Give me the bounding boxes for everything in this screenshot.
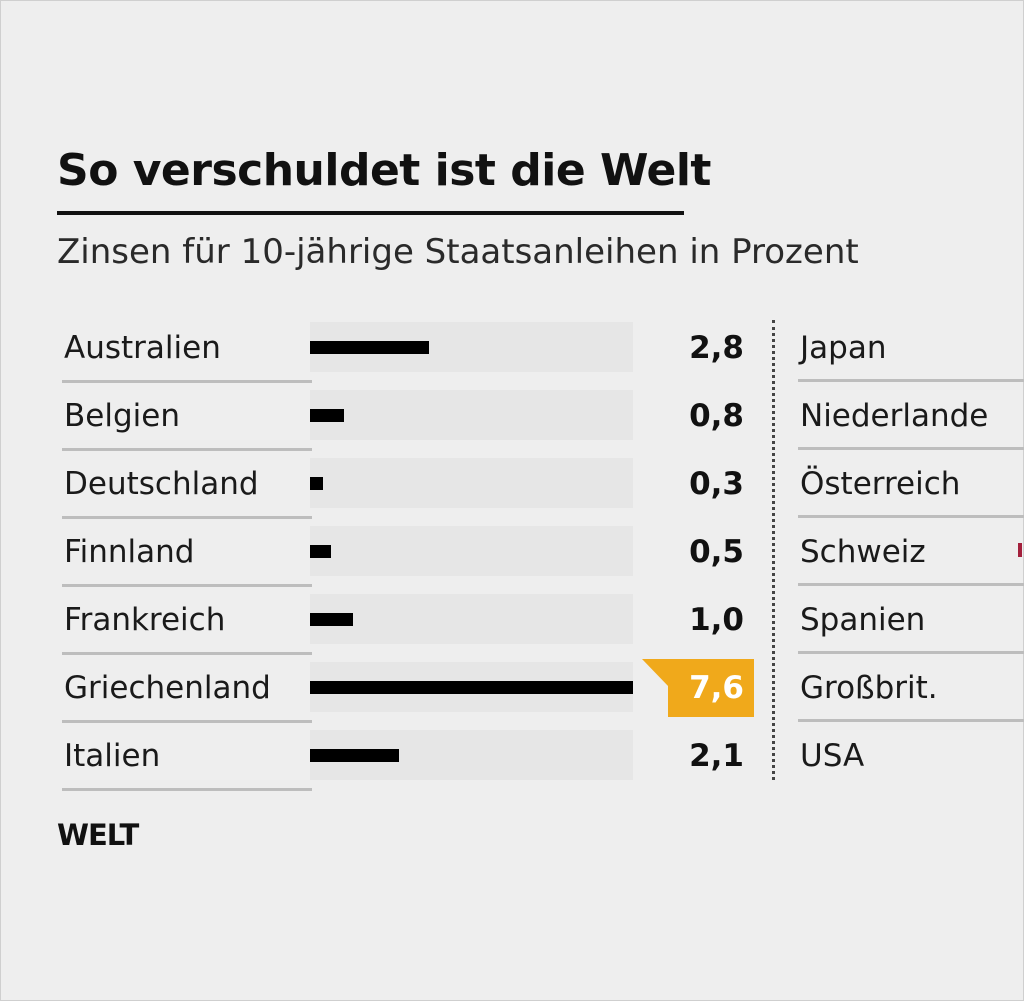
bar	[310, 681, 633, 694]
country-label: Niederlande	[800, 398, 989, 434]
row-divider	[62, 516, 312, 519]
country-label: Finnland	[64, 534, 195, 570]
row-divider	[798, 447, 1024, 450]
table-row: Australien 2,8	[0, 322, 760, 390]
title-underline	[57, 211, 684, 215]
table-row: Frankreich 1,0	[0, 594, 760, 662]
row-divider	[798, 583, 1024, 586]
bar-track	[310, 322, 633, 372]
country-label: Spanien	[800, 602, 926, 638]
bar-track	[310, 526, 633, 576]
row-divider	[62, 720, 312, 723]
country-label: Frankreich	[64, 602, 226, 638]
country-label: Belgien	[64, 398, 180, 434]
bar-track	[310, 662, 633, 712]
row-divider	[62, 448, 312, 451]
bar	[310, 613, 353, 626]
table-row: Griechenland 7,6	[0, 659, 760, 730]
table-row: Finnland 0,5	[0, 526, 760, 594]
value-label: 1,0	[689, 602, 744, 638]
value-label: 7,6	[689, 670, 744, 706]
country-label: Deutschland	[64, 466, 259, 502]
country-label: USA	[800, 738, 865, 774]
country-label: Italien	[64, 738, 161, 774]
table-row: Italien 2,1	[0, 730, 760, 798]
chart-title: So verschuldet ist die Welt	[57, 145, 711, 196]
row-divider	[62, 652, 312, 655]
bar	[310, 477, 323, 490]
bar-track	[310, 458, 633, 508]
value-label: 0,5	[689, 534, 744, 570]
row-divider	[62, 584, 312, 587]
row-divider	[798, 651, 1024, 654]
country-label: Schweiz	[800, 534, 926, 570]
highlight-badge	[668, 659, 754, 717]
value-label: 0,8	[689, 398, 744, 434]
row-divider	[798, 515, 1024, 518]
country-label: Japan	[800, 330, 887, 366]
bar-track	[310, 730, 633, 780]
country-label: Großbrit.	[800, 670, 938, 706]
country-label: Griechenland	[64, 670, 271, 706]
welt-logo: WELT	[57, 818, 139, 852]
table-row: Deutschland 0,3	[0, 458, 760, 526]
bar	[310, 749, 400, 762]
row-divider	[62, 788, 312, 791]
table-row: Belgien 0,8	[0, 390, 760, 458]
value-label: 0,3	[689, 466, 744, 502]
bar-track	[310, 594, 633, 644]
country-label: Österreich	[800, 466, 961, 502]
value-label: 2,8	[689, 330, 744, 366]
column-divider	[772, 320, 775, 780]
bar	[310, 409, 344, 422]
country-label: Australien	[64, 330, 221, 366]
bar	[310, 545, 332, 558]
bar-track	[310, 390, 633, 440]
bar	[310, 341, 429, 354]
row-divider	[798, 379, 1024, 382]
partial-bar-mark	[1018, 543, 1022, 557]
value-label: 2,1	[689, 738, 744, 774]
row-divider	[62, 380, 312, 383]
chart-subtitle: Zinsen für 10-jährige Staatsanleihen in …	[57, 232, 859, 272]
row-divider	[798, 719, 1024, 722]
highlight-pointer	[642, 659, 669, 687]
